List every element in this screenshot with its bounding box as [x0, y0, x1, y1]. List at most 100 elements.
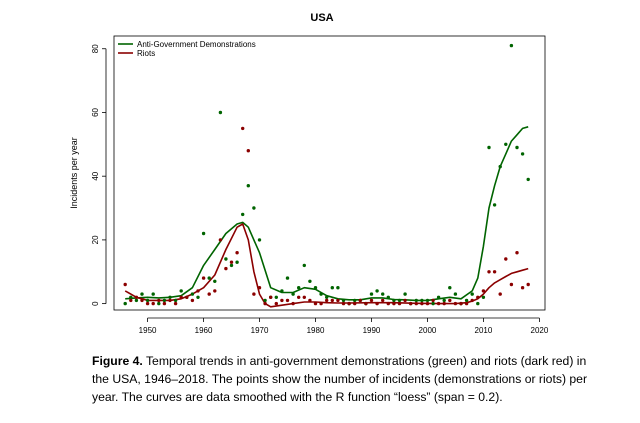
figure-caption: Figure 4. Temporal trends in anti-govern…: [92, 352, 592, 406]
x-tick-label: 1950: [139, 326, 157, 335]
demonstration-point: [252, 206, 256, 210]
riot-point: [504, 257, 508, 261]
demonstration-point: [325, 295, 329, 299]
demonstration-point: [414, 298, 418, 303]
riot-point: [269, 295, 273, 299]
demonstration-point: [369, 292, 374, 296]
smooth-lines: [124, 126, 529, 308]
y-tick-label: 0: [91, 301, 100, 306]
legend-entry: Anti-Government Demonstrations: [137, 40, 256, 49]
riot-point: [179, 295, 183, 299]
riot-point: [173, 301, 178, 306]
riot-point: [487, 270, 491, 274]
riot-point: [224, 266, 228, 271]
demonstration-point: [207, 276, 211, 280]
demonstration-point: [319, 292, 323, 296]
demonstration-point: [392, 298, 396, 303]
riot-point: [509, 282, 514, 287]
riot-point: [229, 260, 234, 264]
demonstration-point: [336, 286, 340, 290]
demonstration-point: [436, 295, 441, 299]
demonstration-point: [313, 286, 318, 290]
riot-point: [364, 301, 368, 306]
demonstration-point: [229, 263, 234, 268]
demonstration-point: [470, 292, 474, 296]
riot-point: [392, 301, 396, 306]
riot-point: [157, 298, 161, 303]
demonstration-point: [431, 301, 435, 306]
riot-point: [464, 301, 469, 306]
demonstration-point: [134, 298, 139, 303]
demonstration-point: [448, 286, 452, 290]
riot-point: [448, 298, 452, 303]
riot-point: [168, 298, 172, 303]
riot-point: [420, 301, 424, 306]
x-tick-label: 2000: [419, 326, 437, 335]
riot-point: [453, 301, 458, 306]
riot-point: [263, 301, 267, 306]
caption-label: Figure 4.: [92, 354, 143, 368]
demonstration-point: [386, 295, 390, 299]
demonstration-point: [520, 152, 525, 156]
demonstration-point: [224, 257, 228, 261]
riot-point: [414, 301, 418, 306]
y-tick-label: 60: [91, 107, 100, 116]
riot-point: [436, 301, 441, 306]
demonstration-point: [196, 295, 200, 299]
demonstration-point: [464, 298, 469, 303]
riot-point: [207, 292, 211, 296]
demonstration-point: [241, 212, 245, 217]
riot-point: [470, 298, 474, 303]
demonstration-point: [504, 142, 508, 146]
x-tick-label: 1980: [307, 326, 325, 335]
riot-point: [409, 301, 413, 306]
riot-point: [397, 301, 402, 306]
riot-point: [129, 298, 133, 303]
riot-point: [274, 301, 278, 306]
data-points: [123, 43, 530, 306]
riot-point: [515, 251, 519, 255]
demonstration-point: [381, 292, 385, 296]
riot-point: [190, 298, 195, 303]
riot-point: [313, 301, 318, 306]
riot-point: [425, 301, 430, 306]
demonstration-point: [291, 292, 295, 296]
riot-point: [218, 238, 223, 242]
demonstration-point: [151, 292, 155, 296]
demonstration-point: [140, 292, 144, 296]
demonstration-point: [162, 298, 167, 303]
demonstration-point: [190, 292, 195, 296]
demonstration-point: [173, 298, 178, 303]
chart: USA Incidents per year 1950 1960 1970 1980 1…: [69, 12, 549, 335]
riot-point: [375, 301, 379, 306]
demonstration-point: [157, 301, 161, 306]
riot-point: [185, 295, 189, 299]
riot-point: [162, 301, 167, 306]
y-axis-label: Incidents per year: [69, 137, 79, 209]
demonstration-point: [280, 289, 284, 293]
demonstration-point: [123, 301, 127, 306]
riot-point: [291, 301, 295, 306]
demonstration-point: [375, 289, 379, 293]
legend-entry: Riots: [137, 49, 155, 58]
riot-point: [325, 298, 329, 303]
riot-point: [526, 282, 530, 287]
caption-text: Temporal trends in anti-government demon…: [92, 354, 587, 404]
riot-point: [280, 298, 284, 303]
plot-frame: [113, 35, 546, 311]
demonstration-point: [397, 298, 402, 303]
demonstration-point: [302, 263, 306, 268]
demonstration-point: [218, 110, 223, 115]
demonstration-point: [297, 286, 301, 290]
riot-point: [330, 298, 334, 303]
y-tick-label: 20: [91, 235, 100, 244]
riot-point: [403, 298, 407, 303]
demonstration-point: [308, 279, 312, 283]
riot-point: [302, 295, 306, 299]
demonstration-point: [129, 295, 133, 299]
riot-point: [498, 292, 502, 296]
demonstration-point: [476, 301, 480, 306]
riot-point: [381, 298, 385, 303]
y-tick-label: 80: [91, 44, 100, 53]
demonstration-point: [425, 298, 430, 303]
